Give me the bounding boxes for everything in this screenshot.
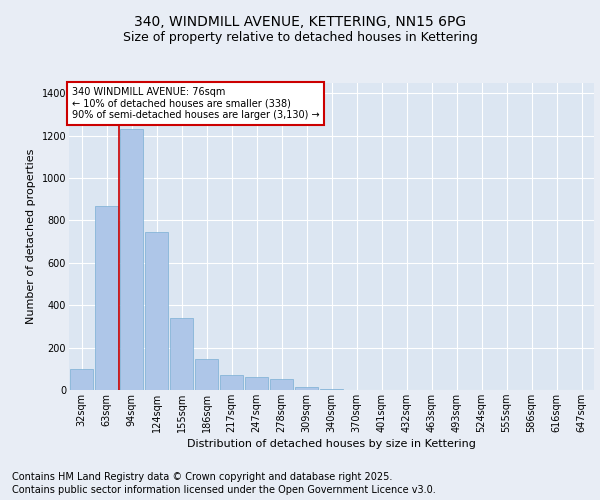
Y-axis label: Number of detached properties: Number of detached properties xyxy=(26,148,36,324)
Text: Contains public sector information licensed under the Open Government Licence v3: Contains public sector information licen… xyxy=(12,485,436,495)
Bar xyxy=(95,206,118,390)
Bar xyxy=(194,358,218,390)
Text: 340 WINDMILL AVENUE: 76sqm
← 10% of detached houses are smaller (338)
90% of sem: 340 WINDMILL AVENUE: 76sqm ← 10% of deta… xyxy=(71,87,319,120)
Bar xyxy=(245,378,268,390)
Text: Contains HM Land Registry data © Crown copyright and database right 2025.: Contains HM Land Registry data © Crown c… xyxy=(12,472,392,482)
Bar xyxy=(295,388,319,390)
Bar xyxy=(145,232,169,390)
X-axis label: Distribution of detached houses by size in Kettering: Distribution of detached houses by size … xyxy=(187,439,476,449)
Bar xyxy=(170,318,193,390)
Text: Size of property relative to detached houses in Kettering: Size of property relative to detached ho… xyxy=(122,31,478,44)
Bar xyxy=(269,380,293,390)
Bar xyxy=(70,370,94,390)
Bar xyxy=(220,375,244,390)
Bar xyxy=(320,389,343,390)
Bar xyxy=(119,129,143,390)
Text: 340, WINDMILL AVENUE, KETTERING, NN15 6PG: 340, WINDMILL AVENUE, KETTERING, NN15 6P… xyxy=(134,16,466,30)
